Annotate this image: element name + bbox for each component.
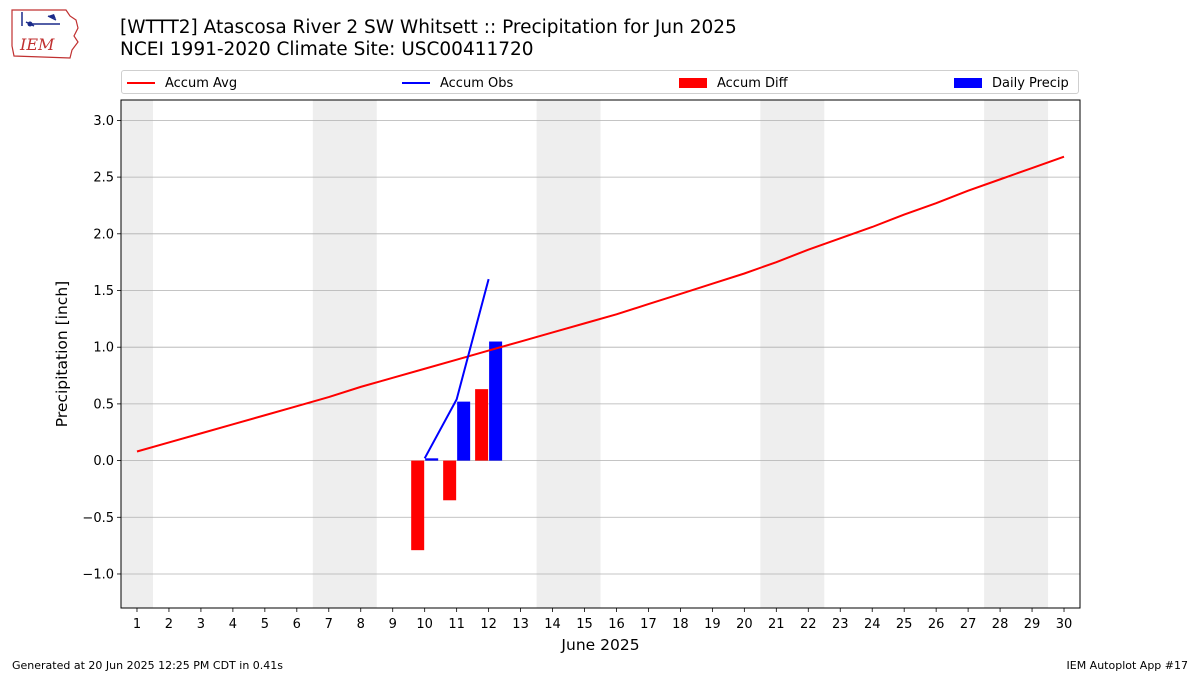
x-tick-label: 5	[261, 617, 269, 632]
legend-swatch-accum-diff	[679, 78, 707, 88]
bar-daily-precip	[425, 458, 439, 461]
iem-logo: IEM	[11, 9, 79, 59]
x-tick-label: 27	[960, 617, 977, 632]
x-axis-label: June 2025	[560, 636, 639, 654]
x-tick-label: 28	[992, 617, 1009, 632]
y-tick-label: 2.5	[93, 171, 114, 186]
bar-accum-diff	[475, 389, 489, 461]
weekend-band-4	[760, 100, 825, 608]
legend-accum-avg: Accum Avg	[127, 71, 237, 95]
plot-frame	[120, 99, 1081, 609]
x-tick-label: 11	[448, 617, 465, 632]
bar-daily-precip	[489, 341, 503, 461]
legend-swatch-accum-obs	[402, 82, 430, 84]
legend-label-accum-obs: Accum Obs	[440, 75, 514, 91]
x-tick-label: 2	[165, 617, 173, 632]
x-tick-label: 30	[1056, 617, 1073, 632]
x-tick-label: 26	[928, 617, 945, 632]
legend-daily-precip: Daily Precip	[954, 71, 1069, 95]
x-tick-label: 21	[768, 617, 785, 632]
weekend-band-1	[121, 100, 153, 608]
title-line-1: [WTTT2] Atascosa River 2 SW Whitsett :: …	[120, 17, 737, 38]
x-tick-label: 12	[480, 617, 497, 632]
x-tick-label: 18	[672, 617, 689, 632]
x-tick-label: 19	[704, 617, 721, 632]
bar-daily-precip	[457, 401, 471, 461]
x-tick-label: 6	[293, 617, 301, 632]
x-tick-label: 10	[416, 617, 433, 632]
x-tick-label: 25	[896, 617, 913, 632]
title-line-2: NCEI 1991-2020 Climate Site: USC00411720	[120, 39, 534, 60]
x-tick-label: 20	[736, 617, 753, 632]
y-tick-label: 1.0	[93, 341, 114, 356]
legend-accum-obs: Accum Obs	[402, 71, 513, 95]
footer-generated: Generated at 20 Jun 2025 12:25 PM CDT in…	[12, 659, 284, 672]
x-tick-label: 24	[864, 617, 881, 632]
legend-swatch-accum-avg	[127, 82, 155, 84]
chart-title: [WTTT2] Atascosa River 2 SW Whitsett :: …	[120, 17, 737, 61]
legend-label-accum-diff: Accum Diff	[717, 75, 788, 91]
legend-label-daily-precip: Daily Precip	[992, 75, 1069, 91]
x-tick-label: 16	[608, 617, 625, 632]
y-tick-label: 3.0	[93, 114, 114, 129]
weekend-band-2	[312, 100, 377, 608]
x-tick-label: 22	[800, 617, 817, 632]
x-tick-label: 8	[357, 617, 365, 632]
x-tick-label: 23	[832, 617, 849, 632]
x-tick-label: 15	[576, 617, 593, 632]
y-tick-label: 2.0	[93, 227, 114, 242]
x-tick-label: 13	[512, 617, 529, 632]
bar-accum-diff	[443, 460, 457, 501]
line-accum-avg	[136, 155, 1065, 453]
x-tick-label: 9	[389, 617, 397, 632]
x-tick-label: 3	[197, 617, 205, 632]
legend: Accum Avg Accum Obs Accum Diff Daily Pre…	[121, 70, 1079, 94]
logo-text: IEM	[19, 35, 55, 54]
y-tick-label: 1.5	[93, 284, 114, 299]
weekend-band-5	[984, 100, 1049, 608]
x-tick-label: 7	[325, 617, 333, 632]
y-tick-label: −0.5	[82, 511, 114, 526]
y-tick-label: 0.5	[93, 397, 114, 412]
legend-accum-diff: Accum Diff	[679, 71, 788, 95]
weekend-band-3	[536, 100, 601, 608]
legend-swatch-daily-precip	[954, 78, 982, 88]
y-axis-label: Precipitation [inch]	[53, 281, 71, 427]
y-tick-label: 0.0	[93, 454, 114, 469]
line-accum-obs	[423, 278, 490, 459]
bar-accum-diff	[411, 460, 425, 551]
legend-label-accum-avg: Accum Avg	[165, 75, 238, 91]
x-tick-label: 17	[640, 617, 657, 632]
footer-app: IEM Autoplot App #17	[1066, 659, 1189, 672]
y-tick-label: −1.0	[82, 567, 114, 582]
x-tick-label: 29	[1024, 617, 1041, 632]
x-tick-label: 14	[544, 617, 561, 632]
x-tick-label: 4	[229, 617, 237, 632]
x-tick-label: 1	[133, 617, 141, 632]
